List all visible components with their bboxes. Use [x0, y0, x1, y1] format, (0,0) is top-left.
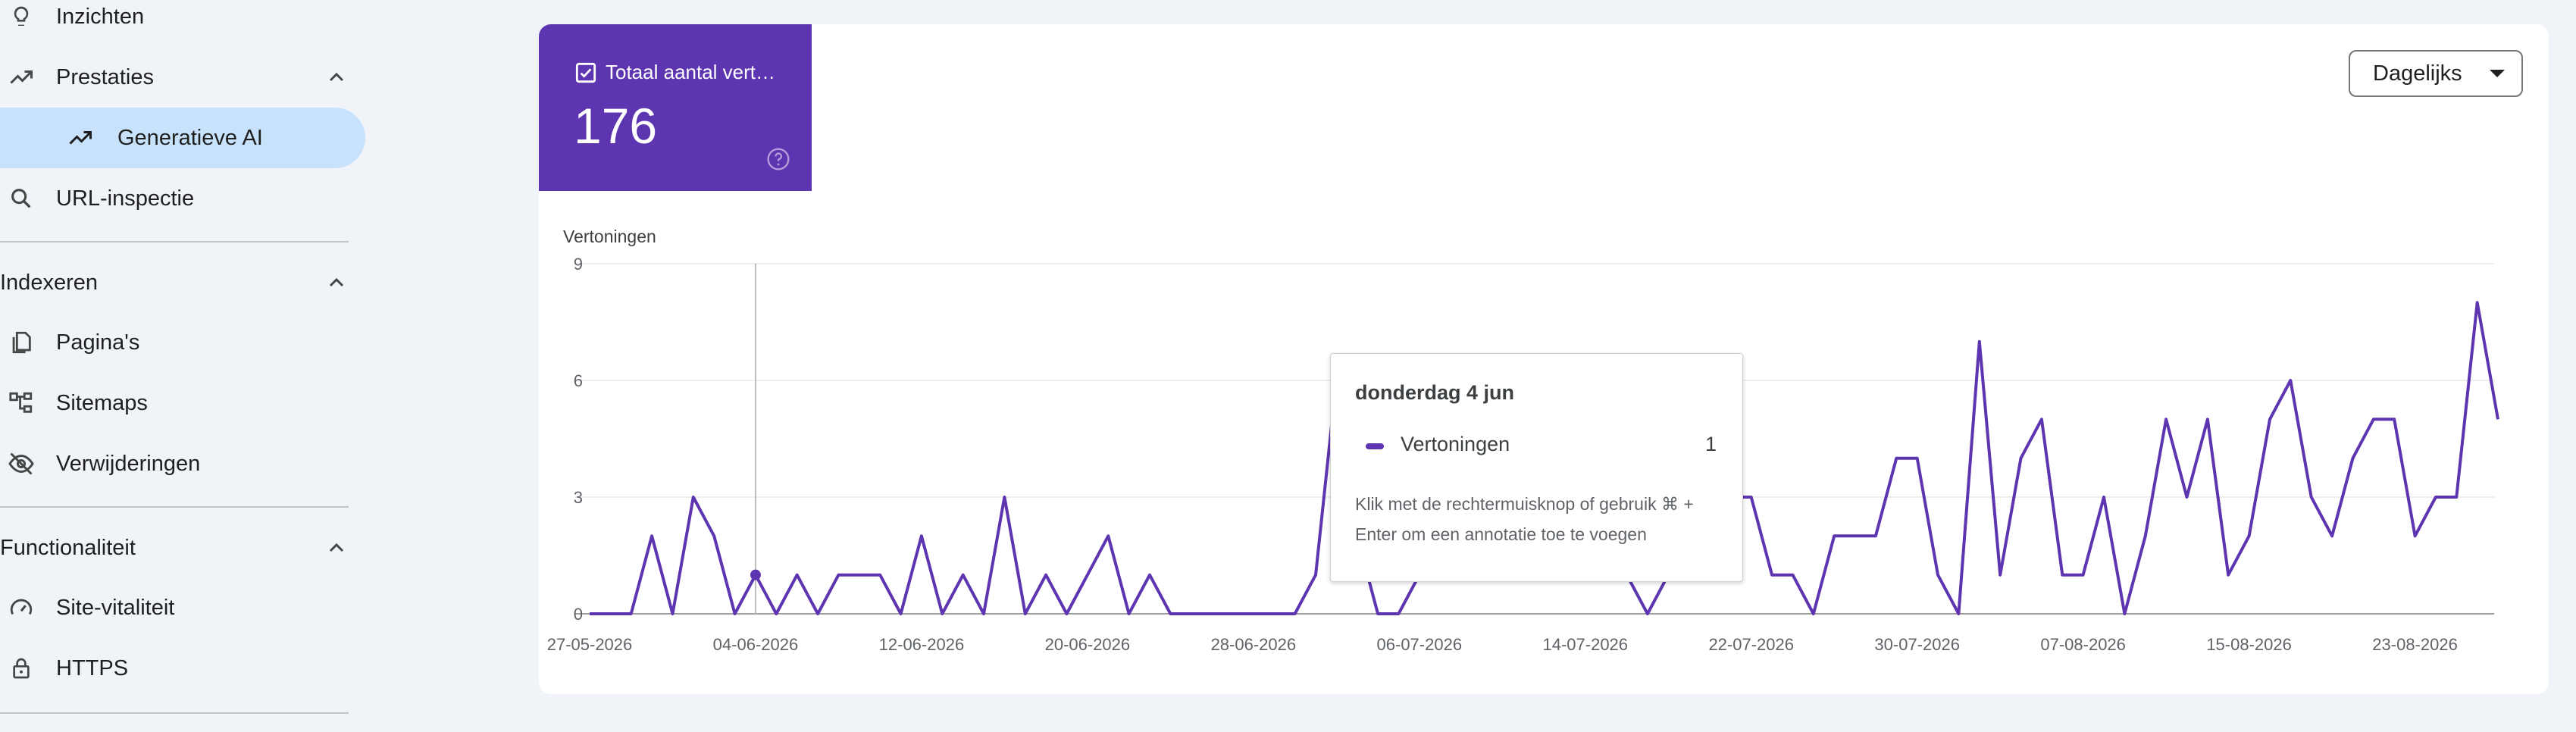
y-axis-label: Vertoningen [563, 227, 656, 246]
y-tick-label: 9 [574, 255, 583, 274]
chevron-up-icon[interactable] [324, 536, 349, 560]
y-tick-label: 6 [574, 371, 583, 390]
x-tick-label: 07-08-2026 [2040, 635, 2126, 654]
trending-up-icon [65, 123, 95, 153]
tooltip-hint: Klik met de rechtermuisknop of gebruik ⌘… [1355, 494, 1694, 544]
x-tick-label: 23-08-2026 [2372, 635, 2458, 654]
sidebar-item-generative-ai[interactable]: Generatieve AI [0, 108, 365, 168]
x-tick-label: 22-07-2026 [1708, 635, 1794, 654]
x-tick-label: 12-06-2026 [879, 635, 965, 654]
sidebar-item-label: Pagina's [56, 330, 140, 355]
sidebar-item-label: Inzichten [56, 4, 145, 29]
hover-point [750, 569, 761, 580]
sidebar-item-performance[interactable]: Prestaties [0, 47, 349, 108]
performance-card: Totaal aantal vert… 176 Dagelijks Verton… [539, 24, 2549, 694]
x-tick-label: 20-06-2026 [1045, 635, 1131, 654]
y-axis-ticks: 0 3 6 9 [574, 255, 583, 624]
x-tick-label: 28-06-2026 [1211, 635, 1297, 654]
x-tick-label: 15-08-2026 [2206, 635, 2292, 654]
section-title: Indexeren [0, 270, 98, 295]
sidebar-item-label: Generatieve AI [117, 125, 263, 150]
dropdown-arrow-icon [2490, 70, 2505, 77]
y-tick-label: 3 [574, 488, 583, 507]
eye-off-icon [6, 449, 36, 479]
sidebar-item-label: URL-inspectie [56, 186, 195, 211]
sidebar-divider [0, 241, 349, 242]
metric-label: Totaal aantal vert… [606, 61, 776, 83]
x-axis-ticks: 27-05-2026 04-06-2026 12-06-2026 20-06-2026… [547, 635, 2458, 654]
metric-value: 176 [574, 98, 658, 154]
sitemap-icon [6, 388, 36, 418]
metric-tile-impressions[interactable]: Totaal aantal vert… 176 [539, 24, 812, 191]
gauge-icon [6, 593, 36, 623]
sidebar-divider [0, 506, 349, 508]
x-tick-label: 06-07-2026 [1377, 635, 1463, 654]
lock-icon [6, 653, 36, 684]
sidebar-item-label: Prestaties [56, 64, 154, 89]
y-tick-label: 0 [574, 605, 583, 624]
granularity-dropdown[interactable]: Dagelijks [2349, 50, 2523, 97]
chevron-up-icon[interactable] [324, 65, 349, 89]
impressions-chart[interactable]: Vertoningen 0 3 6 9 27-05-2026 04-06-2026 12-… [539, 24, 2549, 694]
sidebar-item-label: Sitemaps [56, 390, 148, 415]
x-tick-label: 14-07-2026 [1542, 635, 1628, 654]
search-icon [6, 183, 36, 214]
tooltip-date: donderdag 4 jun [1355, 381, 1515, 404]
sidebar-divider [0, 712, 349, 714]
trending-up-icon [6, 62, 36, 92]
sidebar-item-label: HTTPS [56, 655, 129, 680]
lightbulb-icon [6, 2, 36, 32]
dropdown-value: Dagelijks [2373, 61, 2462, 86]
section-functionality[interactable]: Functionaliteit [0, 521, 349, 574]
x-tick-label: 04-06-2026 [713, 635, 799, 654]
sidebar-item-label: Verwijderingen [56, 451, 201, 476]
checkbox-checked-icon[interactable] [575, 62, 596, 83]
series-swatch [1366, 443, 1384, 449]
sidebar-item-label: Site-vitaliteit [56, 595, 175, 620]
help-icon[interactable] [766, 147, 790, 171]
chart-tooltip: donderdag 4 jun Vertoningen 1 Klik met d… [1330, 353, 1743, 582]
section-indexing[interactable]: Indexeren [0, 256, 349, 309]
x-tick-label: 30-07-2026 [1874, 635, 1960, 654]
sidebar: Inzichten Prestaties Generatieve AI URL-… [0, 0, 379, 732]
tooltip-series-name: Vertoningen [1401, 433, 1510, 455]
tooltip-series-value: 1 [1704, 433, 1717, 455]
chevron-up-icon[interactable] [324, 271, 349, 295]
section-title: Functionaliteit [0, 535, 136, 560]
x-tick-label: 27-05-2026 [547, 635, 633, 654]
pages-icon [6, 327, 36, 358]
